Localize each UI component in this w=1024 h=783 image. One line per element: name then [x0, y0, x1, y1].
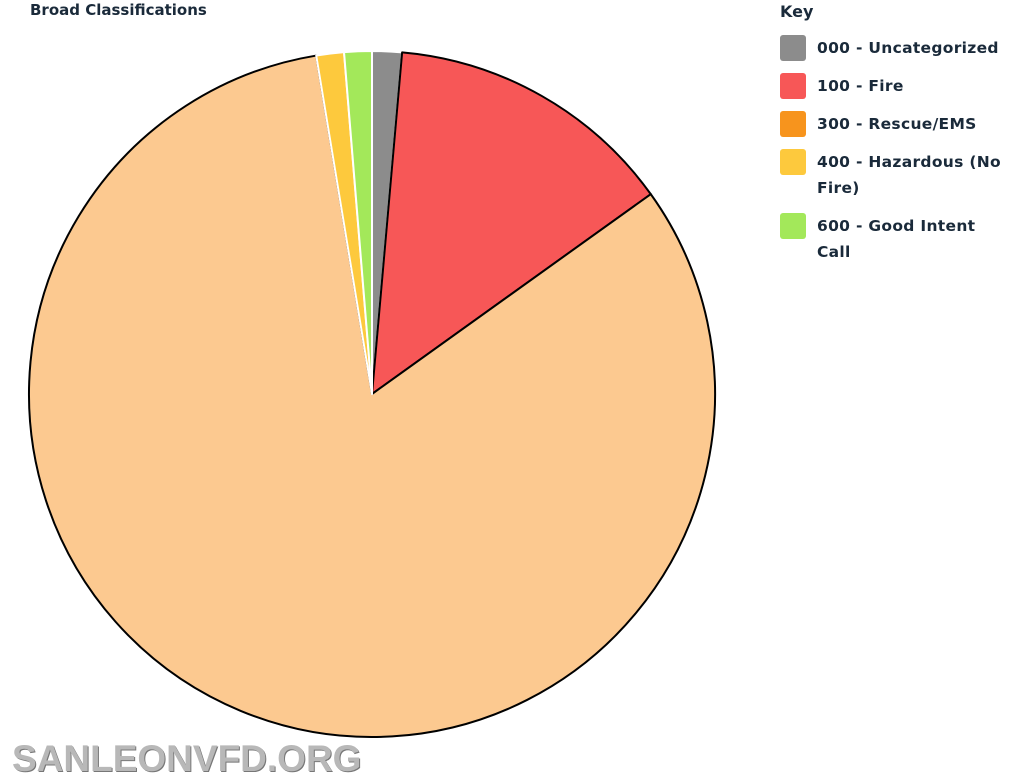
legend-label: 300 - Rescue/EMS: [817, 115, 977, 133]
legend-swatch: [780, 149, 806, 175]
legend-label: 600 - Good Intent Call: [817, 217, 976, 261]
legend-swatch: [780, 213, 806, 239]
pie-slice[interactable]: [28, 54, 716, 738]
legend-item[interactable]: 000 - Uncategorized: [780, 35, 1020, 61]
legend-label: 100 - Fire: [817, 77, 904, 95]
chart: [28, 50, 716, 738]
pie-slice[interactable]: [371, 51, 652, 395]
legend-title: Key: [780, 2, 814, 21]
legend-swatch: [780, 73, 806, 99]
legend-item[interactable]: 100 - Fire: [780, 73, 1020, 99]
pie-slice[interactable]: [343, 50, 373, 395]
legend-label: 000 - Uncategorized: [817, 39, 999, 57]
legend: Key 000 - Uncategorized 100 - Fire 300 - R…: [780, 2, 1020, 277]
legend-item[interactable]: 600 - Good Intent Call: [780, 213, 1020, 265]
chart-title: Broad Classifications: [30, 1, 207, 19]
legend-swatch: [780, 35, 806, 61]
legend-item[interactable]: 300 - Rescue/EMS: [780, 111, 1020, 137]
watermark: SANLEONVFD.ORG: [12, 738, 362, 779]
legend-item[interactable]: 400 - Hazardous (No Fire): [780, 149, 1020, 201]
legend-swatch: [780, 111, 806, 137]
legend-label: 400 - Hazardous (No Fire): [817, 153, 1001, 197]
